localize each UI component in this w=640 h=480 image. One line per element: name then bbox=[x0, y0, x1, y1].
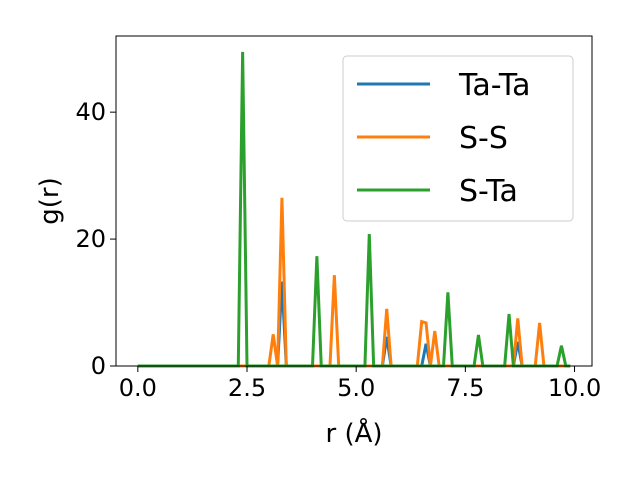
x-tick-label: 7.5 bbox=[446, 374, 484, 402]
legend-label-ta-ta: Ta-Ta bbox=[458, 68, 531, 103]
plot-frame bbox=[115, 35, 593, 367]
legend-box bbox=[342, 55, 574, 222]
x-axis-label: r (Å) bbox=[325, 417, 382, 449]
x-tick-label: 0.0 bbox=[119, 374, 157, 402]
y-tick-label: 0 bbox=[91, 352, 106, 380]
y-tick-label: 40 bbox=[75, 98, 106, 126]
x-tick-label: 5.0 bbox=[337, 374, 375, 402]
y-tick-label: 20 bbox=[75, 225, 106, 253]
x-tick-label: 10.0 bbox=[548, 374, 601, 402]
x-tick-label: 2.5 bbox=[228, 374, 266, 402]
ticks-layer: 0.0 2.5 5.0 7.5 10.0 0 20 40 bbox=[75, 98, 601, 402]
legend: Ta-Ta S-S S-Ta bbox=[342, 55, 574, 222]
legend-label-s-s: S-S bbox=[459, 121, 508, 156]
legend-label-s-ta: S-Ta bbox=[459, 174, 518, 209]
y-axis-label: g(r) bbox=[35, 177, 65, 224]
